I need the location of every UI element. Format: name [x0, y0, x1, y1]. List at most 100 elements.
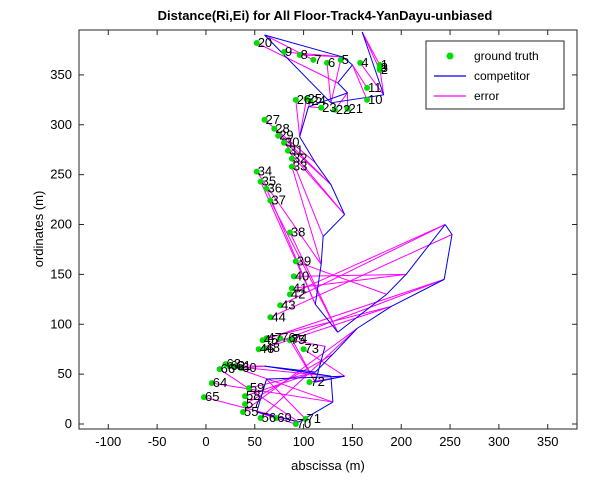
- error-line: [289, 232, 339, 333]
- ground-truth-point: [324, 59, 331, 66]
- competitor-segment: [314, 353, 334, 373]
- legend-label: ground truth: [474, 49, 539, 63]
- point-label: 9: [285, 44, 292, 59]
- error-line: [262, 278, 445, 341]
- point-label: 61: [236, 358, 250, 373]
- y-tick-label: 200: [50, 217, 72, 232]
- point-label: 7: [314, 52, 321, 67]
- ground-truth-point: [238, 365, 245, 372]
- point-label: 27: [266, 112, 280, 127]
- point-label: 6: [328, 55, 335, 70]
- point-label: 56: [262, 410, 276, 425]
- ground-truth-point: [277, 302, 284, 309]
- point-label: 42: [291, 286, 305, 301]
- ground-truth-point: [275, 132, 282, 139]
- x-tick-label: 300: [488, 434, 510, 449]
- point-label: 40: [295, 268, 309, 283]
- error-line: [266, 305, 392, 339]
- ground-truth-point: [261, 116, 268, 123]
- point-label: 45: [264, 332, 278, 347]
- y-tick-label: 250: [50, 167, 72, 182]
- ground-truth-point: [286, 229, 293, 236]
- ground-truth-point: [257, 178, 264, 185]
- point-label: 64: [213, 375, 227, 390]
- point-label: 58: [246, 388, 260, 403]
- point-label: 30: [285, 135, 299, 150]
- ground-truth-point: [337, 56, 344, 63]
- competitor-segment: [361, 31, 385, 95]
- ground-truth-point: [284, 147, 291, 154]
- error-line: [219, 368, 299, 423]
- x-tick-label: 200: [390, 434, 412, 449]
- point-label: 8: [301, 47, 308, 62]
- competitor-segment: [405, 224, 446, 275]
- point-label: 66: [221, 361, 235, 376]
- y-tick-label: 0: [65, 416, 72, 431]
- error-line: [326, 62, 332, 103]
- ground-truth-point: [263, 185, 270, 192]
- ground-truth-point: [300, 346, 307, 353]
- ground-truth-point: [261, 345, 268, 352]
- ground-truth-point: [242, 401, 248, 408]
- error-line: [277, 135, 332, 185]
- point-label: 75: [291, 332, 305, 347]
- ground-truth-point: [292, 96, 299, 103]
- chart-title: Distance(Ri,Ei) for All Floor-Track4-Yan…: [158, 8, 493, 23]
- error-line: [351, 64, 368, 101]
- error-line: [244, 371, 316, 397]
- ground-truth-point: [281, 139, 288, 146]
- ground-truth-point: [271, 125, 278, 132]
- point-label: 43: [281, 297, 295, 312]
- ground-truth-point: [288, 285, 295, 292]
- point-label: 26: [297, 92, 311, 107]
- error-line: [266, 378, 306, 420]
- plot-frame: [78, 29, 578, 430]
- competitor-segment: [330, 376, 334, 403]
- point-label: 10: [368, 92, 382, 107]
- point-label: 34: [258, 164, 272, 179]
- point-label: 48: [266, 340, 280, 355]
- competitor-segment: [264, 365, 332, 377]
- competitor-segment: [330, 94, 384, 104]
- competitor-segment: [337, 82, 348, 94]
- y-tick-label: 300: [50, 117, 72, 132]
- point-label: 39: [297, 253, 311, 268]
- error-line: [299, 98, 308, 137]
- y-axis-label: ordinates (m): [31, 191, 46, 268]
- ground-truth-point: [267, 314, 274, 321]
- point-label: 76: [281, 330, 295, 345]
- point-label: 37: [271, 193, 285, 208]
- point-label: 72: [310, 374, 324, 389]
- x-tick-label: 50: [248, 434, 262, 449]
- competitor-segment: [314, 162, 332, 185]
- ground-truth-point: [232, 363, 239, 370]
- legend-marker-ground-truth: [446, 52, 454, 60]
- point-label: 11: [368, 80, 382, 95]
- ground-truth-point: [281, 48, 288, 55]
- error-line: [293, 273, 407, 277]
- competitor-segment: [337, 64, 353, 84]
- point-label: 57: [246, 396, 260, 411]
- competitor-segment: [266, 375, 345, 380]
- error-line: [225, 363, 334, 403]
- error-line: [291, 166, 322, 265]
- point-label: 47: [267, 330, 281, 345]
- point-label: 20: [258, 35, 272, 50]
- competitor-segment: [256, 378, 267, 413]
- point-label: 74: [293, 331, 307, 346]
- point-label: 60: [242, 360, 256, 375]
- error-line: [295, 99, 301, 137]
- point-label: 33: [293, 159, 307, 174]
- error-line: [264, 305, 392, 349]
- ground-truth-point: [290, 273, 297, 280]
- point-label: 44: [271, 309, 285, 324]
- ground-truth-point: [200, 394, 207, 401]
- ground-truth-points: [200, 39, 383, 428]
- ground-truth-point: [208, 380, 215, 387]
- point-label: 62: [230, 358, 244, 373]
- ground-truth-point: [242, 393, 248, 400]
- error-line: [256, 42, 338, 84]
- point-label: 59: [250, 380, 264, 395]
- ground-truth-point: [376, 64, 383, 71]
- error-lines: [203, 31, 453, 425]
